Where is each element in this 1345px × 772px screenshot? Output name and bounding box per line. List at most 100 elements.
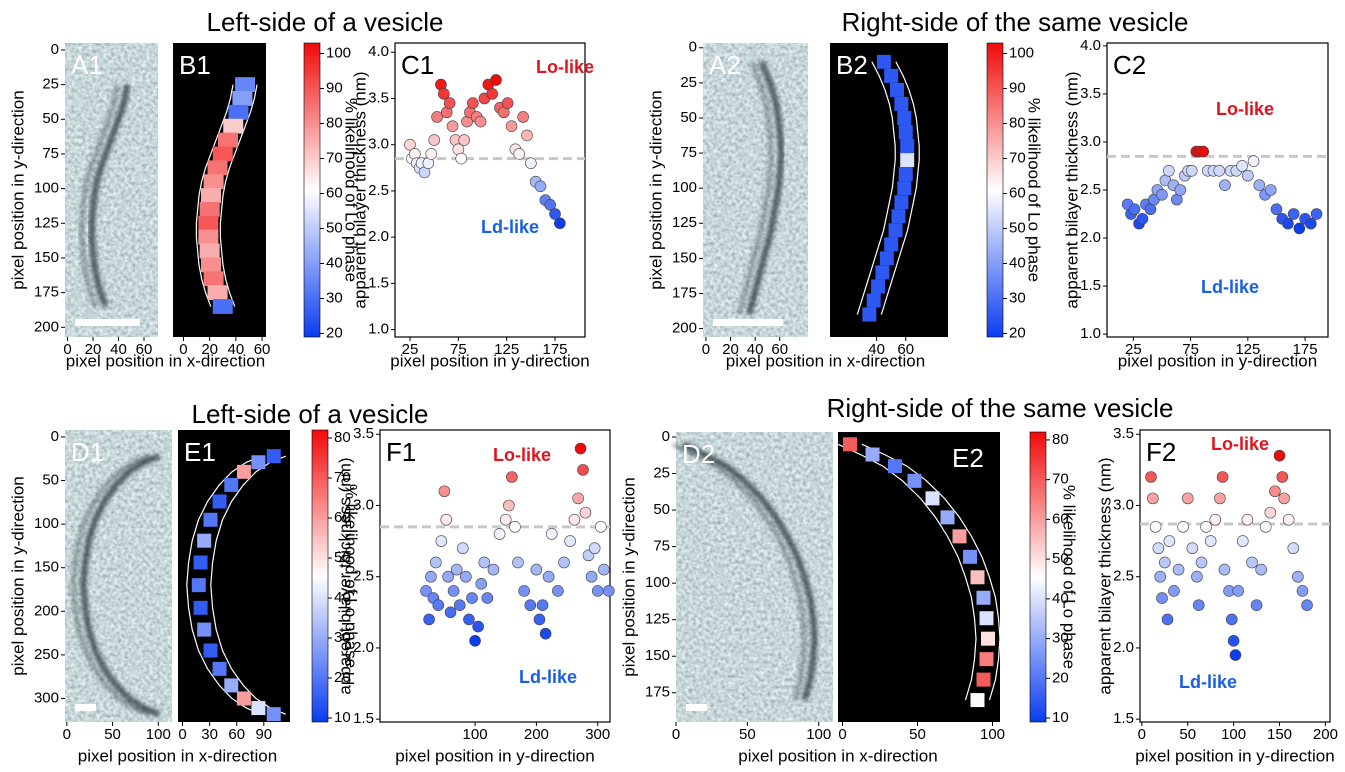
colorbar-label: % likelihood of Lo phase [1060, 485, 1079, 669]
data-point [558, 556, 570, 569]
data-point [525, 157, 537, 169]
data-point [591, 585, 604, 597]
panel-label: B2 [836, 50, 868, 80]
data-point [1216, 471, 1229, 483]
data-point [521, 129, 533, 142]
colorbar-tick-label: 20 [1052, 669, 1069, 686]
data-point [1305, 217, 1317, 230]
data-point [1195, 556, 1208, 569]
x-tick-label: 20 [85, 341, 102, 358]
x-tick-label: 200 [1313, 726, 1338, 743]
data-point [499, 513, 512, 526]
data-point [1241, 513, 1254, 526]
y-tick-label: 300 [34, 689, 59, 706]
membrane-outline [861, 443, 1001, 701]
data-point [533, 613, 546, 626]
likelihood-segment [976, 590, 991, 605]
y-tick-label: 100 [672, 179, 697, 196]
data-point [1214, 492, 1226, 505]
data-point [1255, 563, 1267, 576]
likelihood-segment [228, 104, 249, 120]
data-point [1227, 635, 1240, 647]
data-point [420, 585, 432, 597]
likelihood-segment [894, 96, 909, 111]
figure-title: Right-side of the same vesicle [842, 7, 1189, 37]
data-point [1218, 563, 1231, 576]
panel: Lo-like Ld-like 0 50 100 150 200 1.5 2.0 2.5 3.0 3.… [1095, 425, 1337, 765]
y-tick-label: 1.5 [1113, 710, 1134, 727]
y-axis-label: pixel position in y-direction [8, 476, 27, 675]
panel-label: F1 [386, 437, 416, 467]
likelihood-segment [193, 600, 208, 615]
x-tick-label: 175 [543, 341, 568, 358]
x-tick-label: 25 [1125, 341, 1142, 358]
data-point [475, 578, 488, 590]
y-tick-label: 2.5 [1113, 568, 1134, 585]
x-axis-label: pixel position in y-direction [1118, 351, 1317, 370]
y-tick-label: 0 [689, 39, 697, 56]
y-tick-label: 75 [653, 538, 670, 555]
x-axis-label: pixel position in x-direction [738, 746, 937, 765]
colorbar-tick-label: 20 [326, 324, 343, 341]
data-point [1282, 513, 1295, 526]
annotation: Lo-like [493, 445, 551, 465]
data-point [502, 499, 515, 512]
colorbar-tick-label: 70 [334, 469, 351, 486]
likelihood-segment [199, 243, 220, 259]
data-point [542, 570, 555, 583]
y-tick-label: 3.0 [353, 496, 374, 513]
panel: Lo-like Ld-like 25 75 125 175 1.0 1.5 2.0 2.5 3.0 3… [350, 42, 594, 370]
panel: 0 50 100 0 25 50 75 100 125 150 175 pixel position … [619, 428, 937, 766]
colorbar-label: % likelihood of Lo phase [342, 98, 361, 282]
membrane-outline [195, 84, 234, 307]
y-tick-label: 50 [680, 109, 697, 126]
likelihood-segment [981, 631, 995, 646]
x-tick-label: 30 [201, 726, 218, 743]
y-tick-label: 175 [34, 284, 59, 301]
data-point [472, 620, 484, 633]
y-tick-label: 50 [42, 472, 59, 489]
data-point [428, 134, 440, 146]
y-tick-label: 3.5 [1080, 85, 1101, 102]
data-point [1174, 184, 1187, 196]
data-point [450, 563, 463, 576]
y-axis-label: pixel position in y-direction [619, 477, 638, 676]
data-point [1181, 492, 1194, 505]
y-axis-label: apparent bilayer thickness (nm) [350, 71, 369, 308]
y-tick-label: 75 [680, 144, 697, 161]
data-point [478, 556, 491, 569]
membrane-inner [672, 442, 807, 701]
data-point [1237, 535, 1249, 547]
y-tick-label: 150 [645, 647, 670, 664]
data-point [467, 97, 479, 109]
panel-label: B1 [179, 50, 211, 80]
likelihood-segment [203, 174, 224, 190]
likelihood-segment [970, 693, 985, 708]
data-point [487, 563, 500, 576]
data-point [486, 88, 498, 100]
likelihood-segment [212, 494, 227, 509]
data-point [509, 521, 521, 533]
colorbar-tick-label: 50 [334, 549, 351, 566]
likelihood-segment [203, 643, 218, 658]
data-point [574, 442, 587, 455]
data-point [1276, 471, 1289, 483]
likelihood-segment [236, 691, 251, 706]
panel: Lo-like Ld-like 100 200 300 1.5 2.0 2.5 3.0 3.5 ap… [335, 425, 615, 765]
y-tick-label: 200 [34, 318, 59, 335]
likelihood-segment [843, 437, 857, 452]
likelihood-segment [891, 209, 906, 224]
x-tick-label: 75 [450, 341, 467, 358]
likelihood-segment [212, 146, 233, 162]
colorbar-tick-label: 20 [334, 669, 351, 686]
likelihood-segment [200, 257, 221, 273]
data-point [1253, 179, 1266, 191]
x-tick-label: 50 [1179, 726, 1196, 743]
panel-label: A1 [71, 50, 103, 80]
panel-label: C1 [401, 50, 434, 80]
colorbar-tick-label: 80 [1009, 114, 1026, 131]
likelihood-segment [223, 118, 244, 134]
x-axis-label: pixel position in y-direction [395, 746, 594, 765]
y-axis-label: pixel position in y-direction [8, 90, 27, 289]
x-tick-label: 100 [1221, 726, 1246, 743]
